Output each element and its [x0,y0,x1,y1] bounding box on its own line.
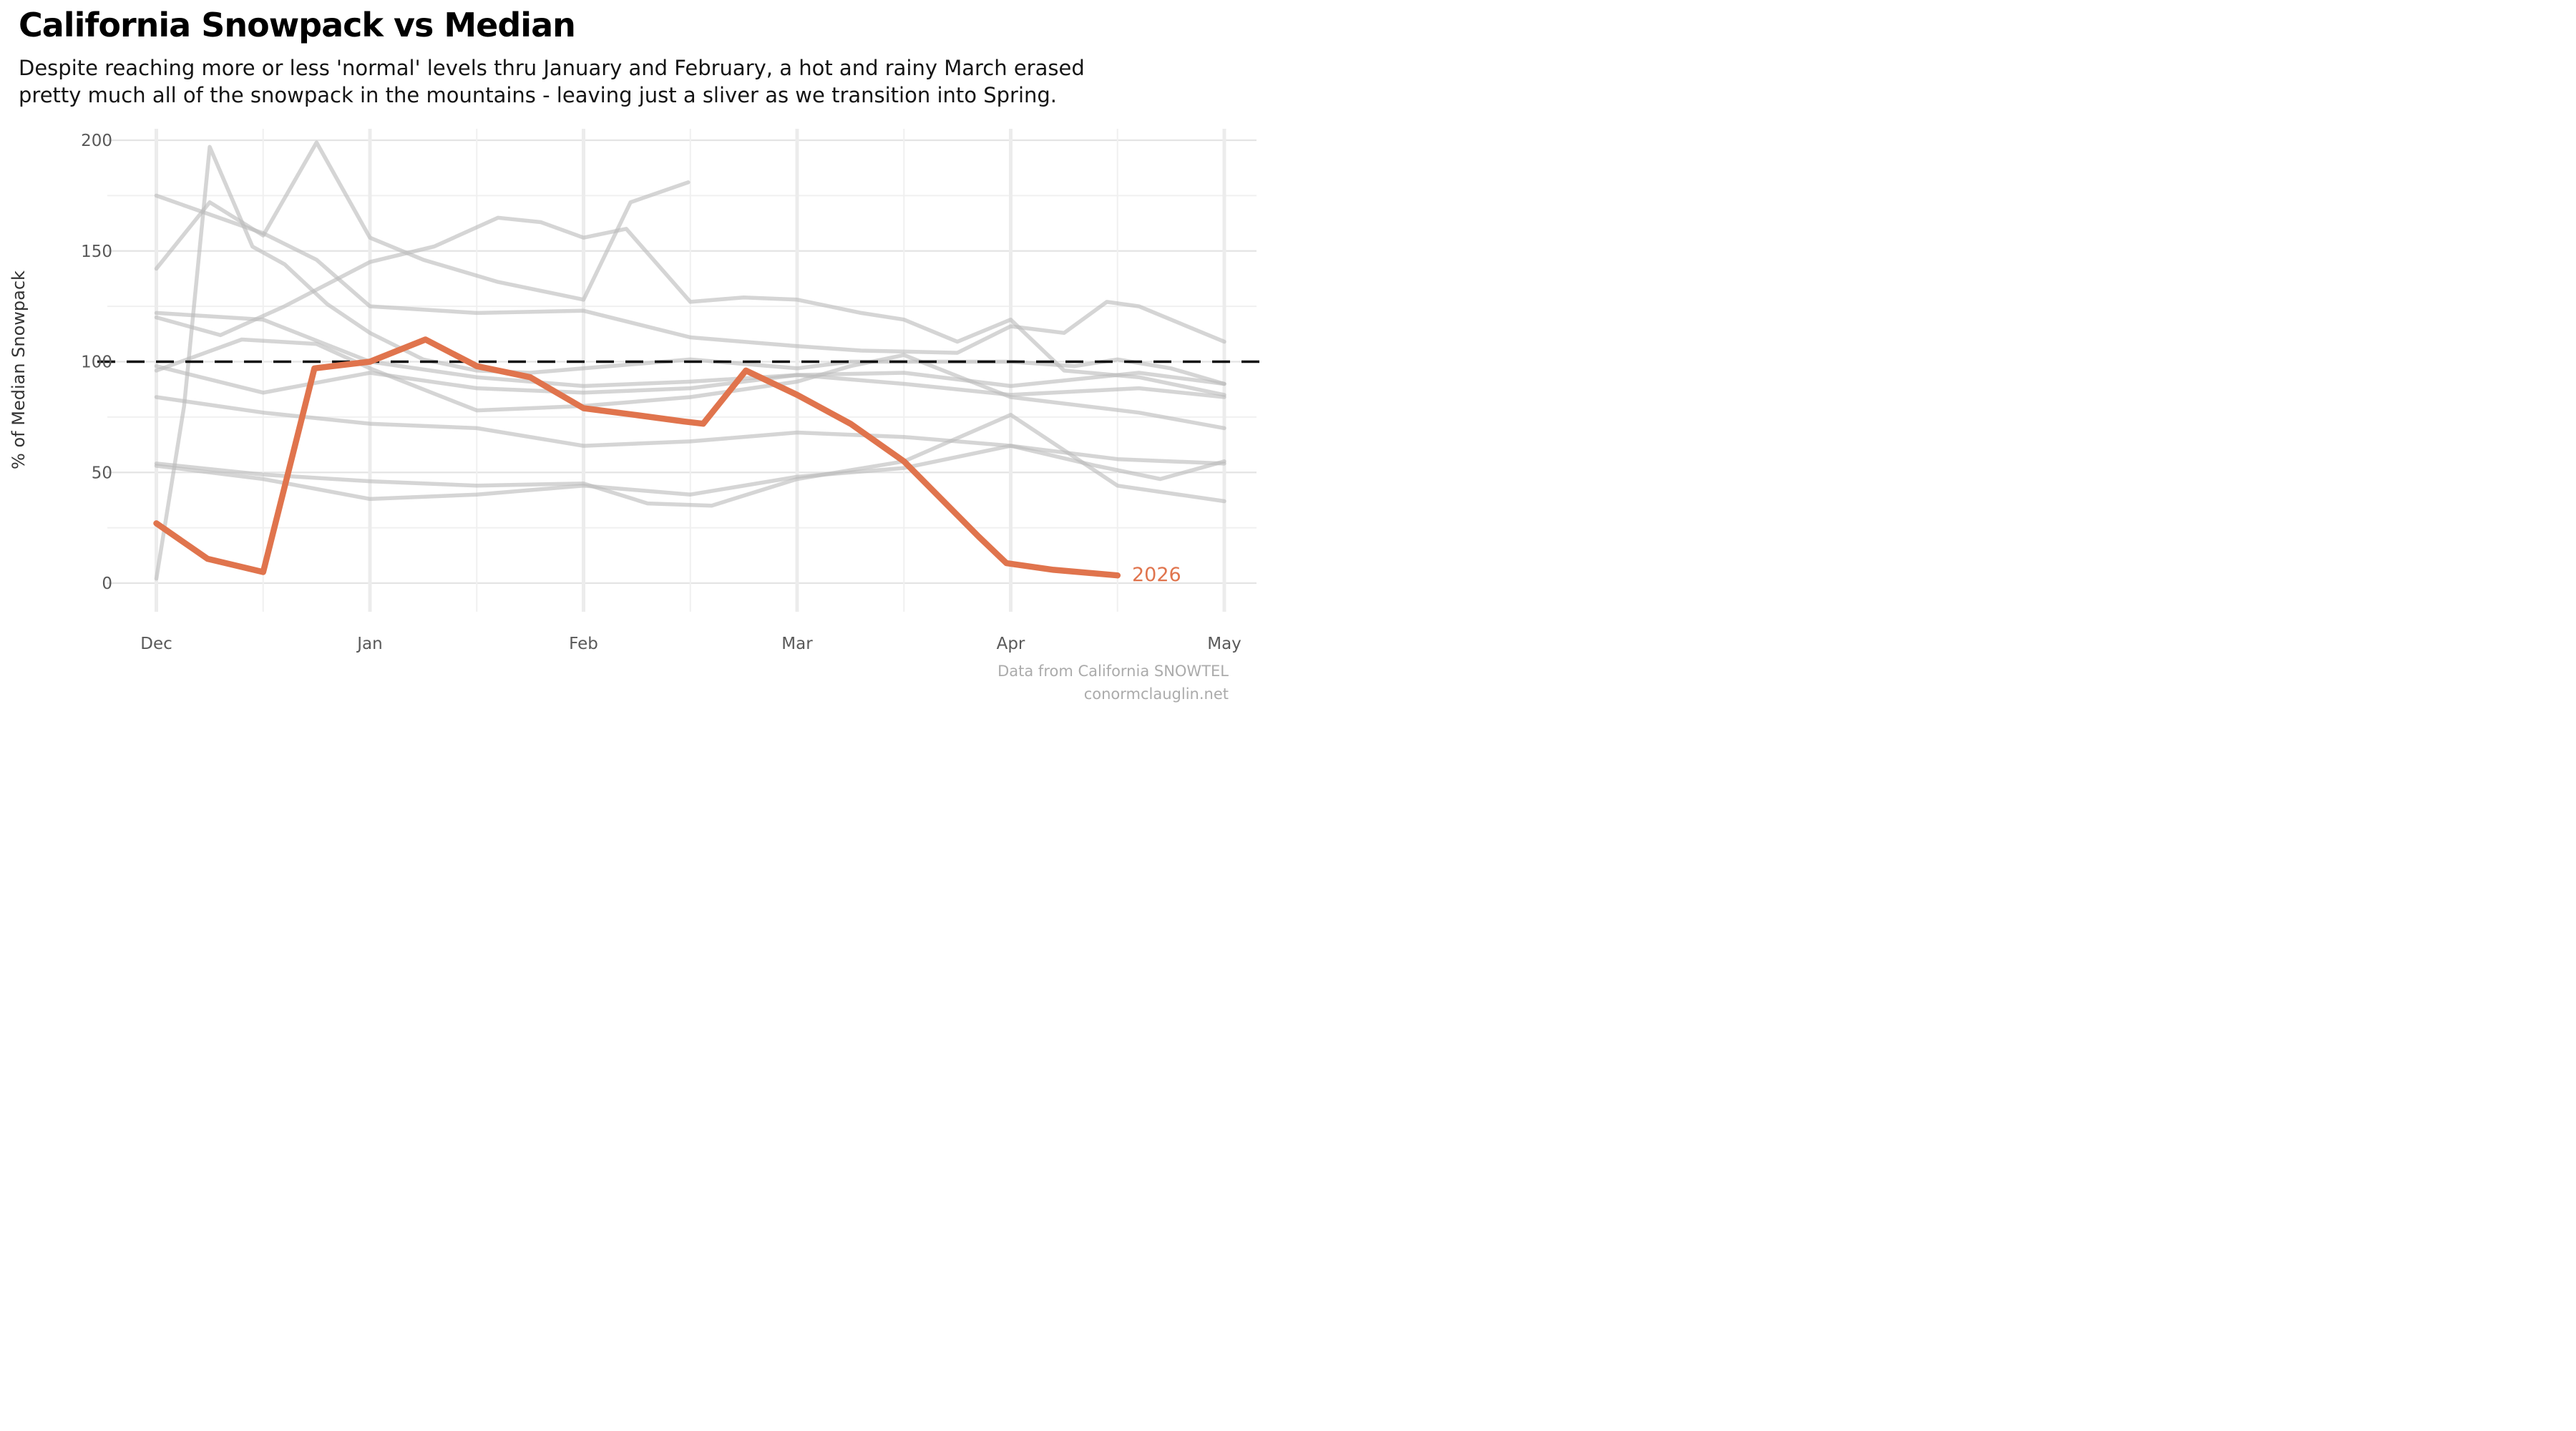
prior-year-line [154,337,1226,431]
prior-year-line [154,145,1226,581]
prior-year-line [154,215,1226,397]
series-year-label: 2026 [1132,564,1181,586]
prior-year-line [154,140,691,302]
prior-year-line [154,363,1226,399]
series-layer [97,140,1270,581]
prior-year-line [154,193,1226,355]
subtitle-line-2: pretty much all of the snowpack in the m… [19,83,1058,107]
subtitle-line-1: Despite reaching more or less 'normal' l… [19,56,1085,80]
snowpack-line-chart: % of Median Snowpack 2026 Data from Cali… [9,129,1270,703]
y-tick-label: 150 [81,243,112,261]
y-axis-title: % of Median Snowpack [9,270,29,469]
caption-source: Data from California SNOWTEL [997,663,1229,680]
prior-year-line [154,444,1226,502]
x-tick-label: Feb [569,635,598,653]
caption-website: conormclauglin.net [1084,685,1229,703]
y-tick-label: 200 [81,132,112,150]
chart-header: California Snowpack vs Median Despite re… [19,6,1085,109]
y-tick-label: 0 [102,575,112,593]
x-tick-label: Mar [781,635,813,653]
x-tick-label: Dec [140,635,172,653]
grid-layer [107,129,1257,612]
page-title: California Snowpack vs Median [19,6,576,44]
prior-year-line [154,413,1226,508]
x-tick-label: Jan [356,635,382,653]
y-tick-label: 50 [92,464,112,482]
y-tick-label: 100 [81,353,112,372]
x-tick-label: May [1207,635,1241,653]
prior-year-line [154,311,1226,389]
current-year-line [153,336,1121,579]
prior-year-line [154,395,1226,466]
label-layer: % of Median Snowpack 2026 Data from Cali… [9,132,1241,703]
chart-subtitle: Despite reaching more or less 'normal' l… [19,54,1085,109]
x-tick-label: Apr [997,635,1025,653]
